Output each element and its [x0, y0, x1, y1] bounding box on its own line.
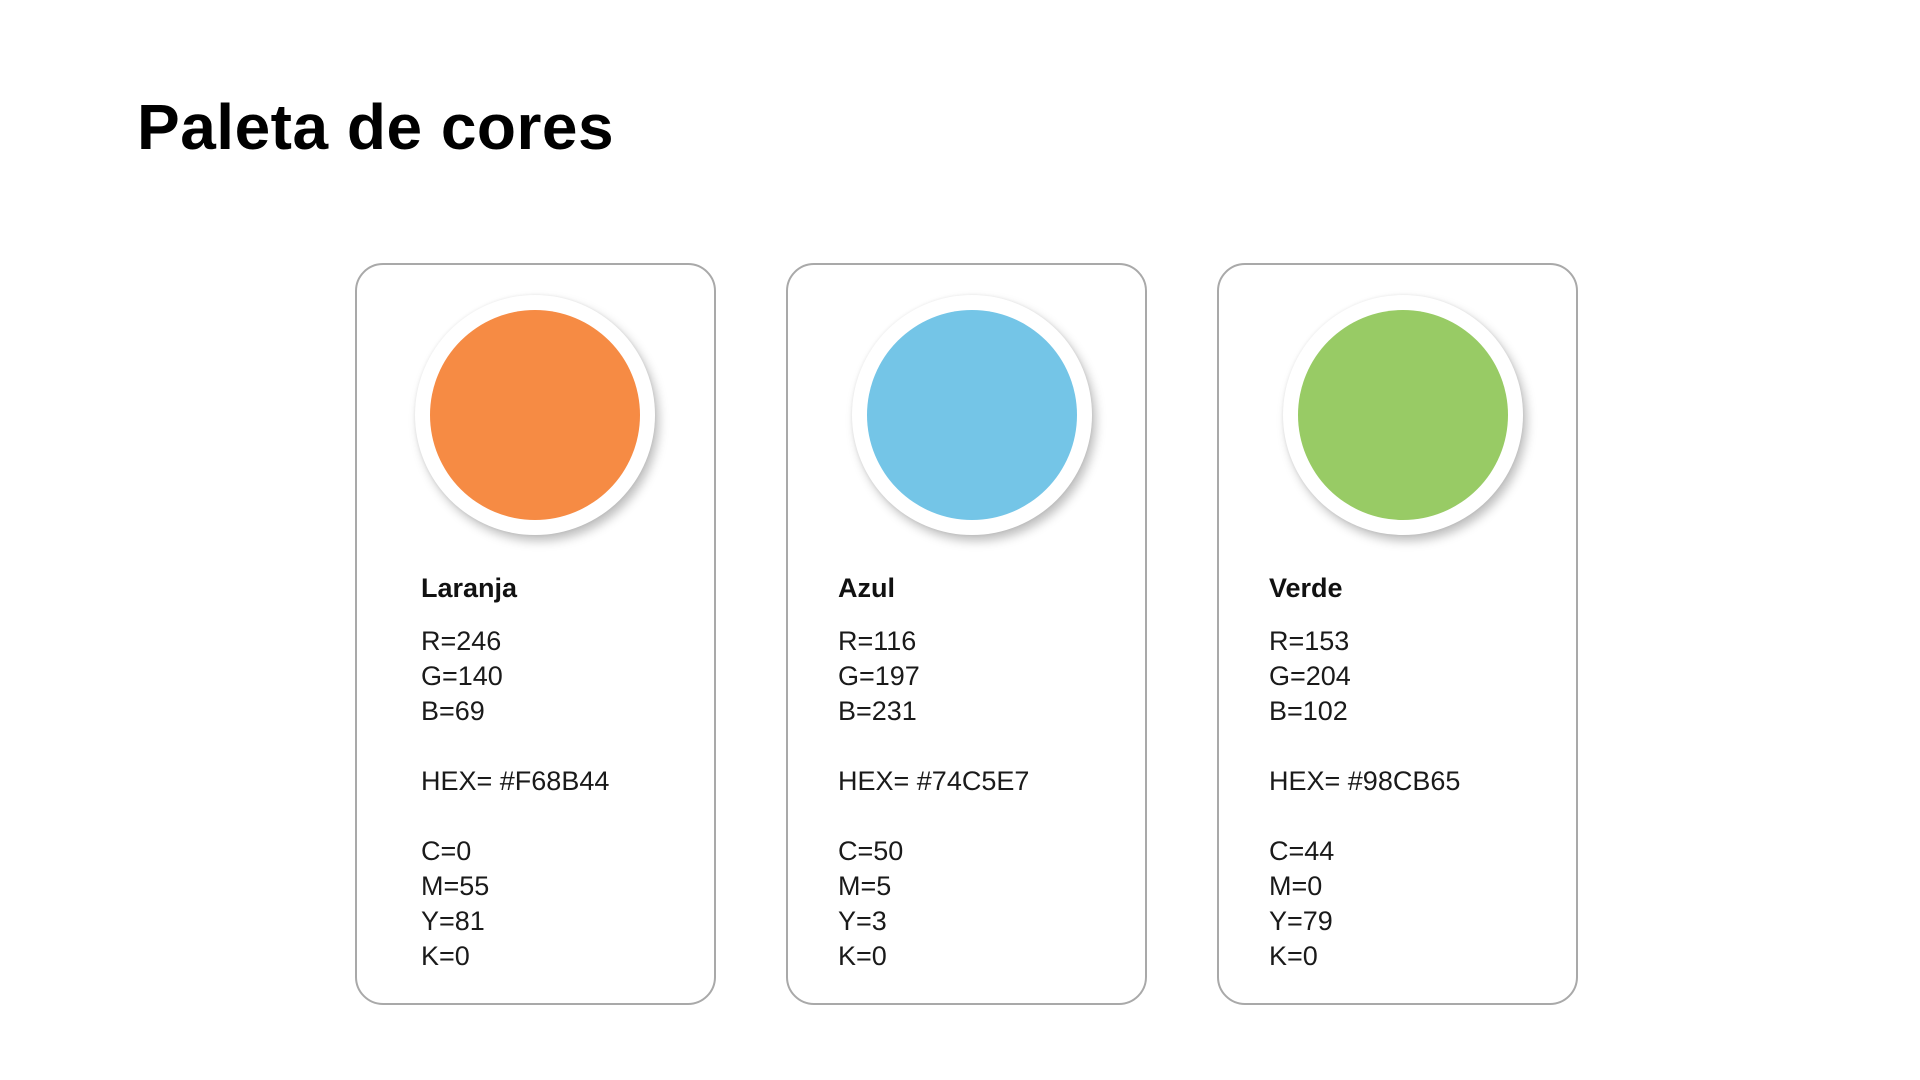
cmyk-black: K=0 [1269, 941, 1318, 971]
color-swatch-laranja [430, 310, 640, 520]
color-cards: Laranja R=246 G=140 B=69 HEX= #F68B44 C=… [355, 263, 1578, 1005]
rgb-red: R=246 [421, 626, 502, 656]
cmyk-yellow: Y=81 [421, 906, 485, 936]
cmyk-cyan: C=50 [838, 836, 904, 866]
cmyk-black: K=0 [838, 941, 887, 971]
rgb-red: R=116 [838, 626, 917, 656]
page-title: Paleta de cores [137, 91, 615, 163]
cmyk-magenta: M=5 [838, 871, 892, 901]
color-name: Laranja [421, 573, 518, 603]
hex-value: HEX= #98CB65 [1269, 766, 1461, 796]
cmyk-magenta: M=55 [421, 871, 490, 901]
rgb-green: G=197 [838, 661, 920, 691]
rgb-blue: B=231 [838, 696, 917, 726]
color-card-azul: Azul R=116 G=197 B=231 HEX= #74C5E7 C=50… [786, 263, 1147, 1005]
rgb-green: G=140 [421, 661, 503, 691]
color-name: Verde [1269, 573, 1343, 603]
rgb-red: R=153 [1269, 626, 1350, 656]
color-info: Laranja R=246 G=140 B=69 HEX= #F68B44 C=… [421, 575, 609, 974]
rgb-blue: B=102 [1269, 696, 1348, 726]
cmyk-yellow: Y=79 [1269, 906, 1333, 936]
swatch-ring [852, 295, 1092, 535]
color-info: Azul R=116 G=197 B=231 HEX= #74C5E7 C=50… [838, 575, 1029, 974]
hex-value: HEX= #F68B44 [421, 766, 610, 796]
cmyk-yellow: Y=3 [838, 906, 887, 936]
swatch-ring [1283, 295, 1523, 535]
color-swatch-azul [867, 310, 1077, 520]
rgb-blue: B=69 [421, 696, 485, 726]
rgb-green: G=204 [1269, 661, 1351, 691]
hex-value: HEX= #74C5E7 [838, 766, 1030, 796]
cmyk-black: K=0 [421, 941, 470, 971]
color-swatch-verde [1298, 310, 1508, 520]
color-name: Azul [838, 573, 895, 603]
cmyk-cyan: C=0 [421, 836, 472, 866]
color-card-laranja: Laranja R=246 G=140 B=69 HEX= #F68B44 C=… [355, 263, 716, 1005]
swatch-ring [415, 295, 655, 535]
color-info: Verde R=153 G=204 B=102 HEX= #98CB65 C=4… [1269, 575, 1460, 974]
color-card-verde: Verde R=153 G=204 B=102 HEX= #98CB65 C=4… [1217, 263, 1578, 1005]
cmyk-cyan: C=44 [1269, 836, 1335, 866]
cmyk-magenta: M=0 [1269, 871, 1323, 901]
